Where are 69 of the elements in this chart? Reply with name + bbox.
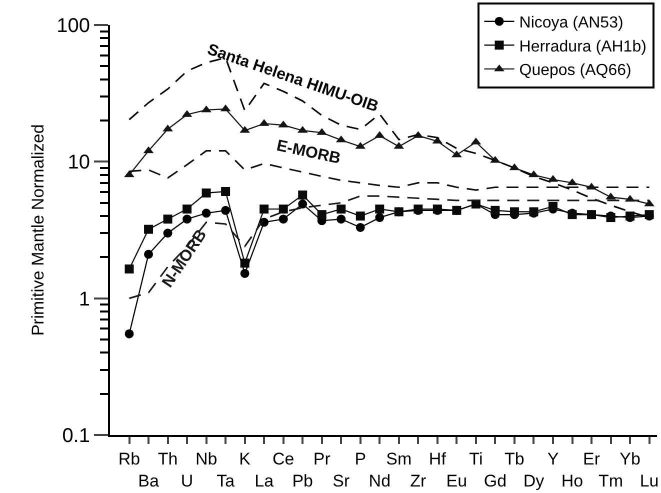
- y-tick-label: 1: [78, 288, 90, 310]
- x-tick-label: Pr: [313, 449, 331, 468]
- x-tick-label: Ta: [216, 472, 236, 490]
- point: [317, 210, 326, 220]
- point: [336, 214, 346, 224]
- point: [567, 178, 578, 186]
- x-tick-label: Tm: [598, 472, 624, 490]
- point: [510, 207, 519, 216]
- legend-label: Quepos (AQ66): [519, 62, 632, 80]
- point: [278, 204, 288, 214]
- x-tick-label: Gd: [484, 472, 507, 490]
- text: E-MORB: [275, 137, 342, 168]
- point: [182, 204, 192, 214]
- point: [375, 204, 384, 214]
- x-tick-label: Pb: [292, 472, 314, 490]
- x-tick-label: Yb: [620, 449, 640, 468]
- x-tick-label: Tb: [504, 449, 524, 468]
- x-tick-label: Lu: [640, 472, 659, 490]
- point: [240, 258, 250, 268]
- x-tick-label: Zr: [410, 472, 427, 490]
- x-tick-label: Dy: [523, 472, 545, 490]
- point: [336, 204, 346, 214]
- x-tick-label: Hf: [428, 449, 446, 468]
- x-tick-label: Nb: [195, 449, 218, 468]
- x-tick-label: Y: [547, 449, 559, 468]
- point: [356, 222, 365, 232]
- x-tick-label: Ho: [561, 472, 584, 490]
- y-tick-label: 100: [56, 15, 90, 37]
- x-tick-label: Sm: [386, 449, 412, 468]
- point: [201, 105, 212, 112]
- point: [356, 212, 365, 221]
- x-tick-label: Sr: [332, 472, 350, 490]
- point: [260, 204, 269, 214]
- point: [298, 200, 308, 209]
- legend-label: Herradura (AH1b): [519, 38, 646, 56]
- x-tick-label: U: [180, 472, 194, 490]
- point: [221, 206, 230, 215]
- y-tick-label: 0.1: [62, 425, 90, 447]
- point: [298, 190, 308, 200]
- point: [144, 250, 154, 259]
- point: [144, 224, 154, 234]
- x-tick-label: P: [354, 449, 366, 468]
- x-tick-label: K: [239, 449, 252, 468]
- x-tick-label: Nd: [368, 472, 391, 490]
- point: [124, 329, 134, 338]
- point: [124, 170, 134, 178]
- point: [240, 268, 250, 278]
- point: [548, 202, 558, 211]
- x-tick-label: Ba: [138, 472, 160, 490]
- y-tick-label: 10: [68, 152, 90, 174]
- legend-label: Nicoya (AN53): [519, 14, 624, 32]
- point: [528, 170, 539, 178]
- x-tick-label: Th: [158, 449, 178, 468]
- x-tick-label: La: [254, 472, 274, 490]
- point: [202, 188, 211, 198]
- x-tick-label: Eu: [446, 472, 468, 490]
- point: [278, 214, 288, 224]
- y-axis-title: Primitive Mantle Normalized: [28, 124, 48, 336]
- x-tick-label: Rb: [118, 449, 140, 468]
- point: [163, 214, 172, 224]
- point: [124, 264, 134, 274]
- x-tick-label: Ti: [469, 449, 483, 468]
- x-tick-label: Er: [583, 449, 600, 468]
- point: [182, 214, 192, 224]
- point: [202, 208, 211, 218]
- point: [221, 186, 230, 196]
- point: [375, 213, 384, 222]
- point: [490, 206, 500, 215]
- x-tick-label: Ce: [272, 449, 294, 468]
